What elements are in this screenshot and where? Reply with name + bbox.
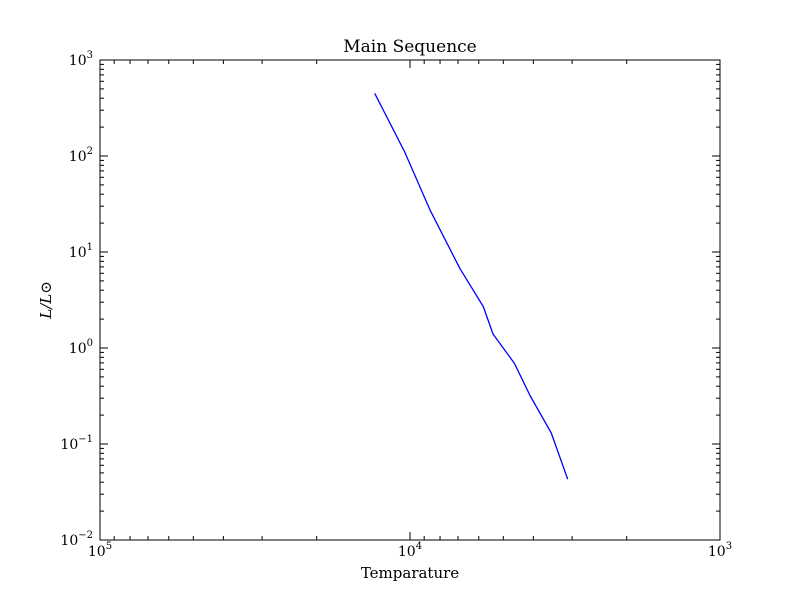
y-tick-label-exp: 2 bbox=[87, 146, 93, 157]
y-tick-label-base: 10 bbox=[69, 149, 87, 165]
x-tick-label: 104 bbox=[398, 541, 422, 560]
x-tick-label-exp: 5 bbox=[106, 541, 112, 552]
y-tick-label: 103 bbox=[69, 50, 93, 69]
series-group bbox=[374, 93, 569, 480]
x-tick-label: 103 bbox=[708, 541, 732, 560]
tick-marks bbox=[99, 59, 721, 541]
x-tick-labels: 105 104 103 bbox=[88, 541, 732, 560]
y-tick-label: 102 bbox=[69, 146, 93, 165]
y-tick-label-base: 10 bbox=[60, 437, 78, 453]
y-tick-label: 10−1 bbox=[60, 434, 93, 453]
x-tick-label-base: 10 bbox=[398, 544, 416, 560]
chart-title: Main Sequence bbox=[343, 37, 476, 57]
y-tick-label-exp: 3 bbox=[87, 50, 93, 61]
y-tick-label-base: 10 bbox=[69, 245, 87, 261]
y-tick-label: 10−2 bbox=[60, 530, 93, 549]
y-tick-label: 101 bbox=[69, 242, 93, 261]
y-axis-label: L/L⊙ bbox=[37, 281, 55, 320]
x-tick-label-base: 10 bbox=[708, 544, 726, 560]
x-tick-label-exp: 4 bbox=[416, 541, 422, 552]
y-tick-label: 100 bbox=[69, 338, 93, 357]
x-tick-label-exp: 3 bbox=[726, 541, 732, 552]
y-tick-label-base: 10 bbox=[69, 53, 87, 69]
x-tick-label: 105 bbox=[88, 541, 112, 560]
y-tick-label-exp: −1 bbox=[78, 434, 93, 445]
x-axis-label: Temparature bbox=[361, 564, 459, 582]
y-tick-label-exp: 1 bbox=[87, 242, 93, 253]
series-line bbox=[374, 93, 569, 480]
y-tick-label-exp: 0 bbox=[87, 338, 93, 349]
y-tick-label-exp: −2 bbox=[78, 530, 93, 541]
plot-area bbox=[99, 59, 721, 541]
y-tick-label-base: 10 bbox=[60, 533, 78, 549]
y-tick-label-base: 10 bbox=[69, 341, 87, 357]
x-tick-label-base: 10 bbox=[88, 544, 106, 560]
